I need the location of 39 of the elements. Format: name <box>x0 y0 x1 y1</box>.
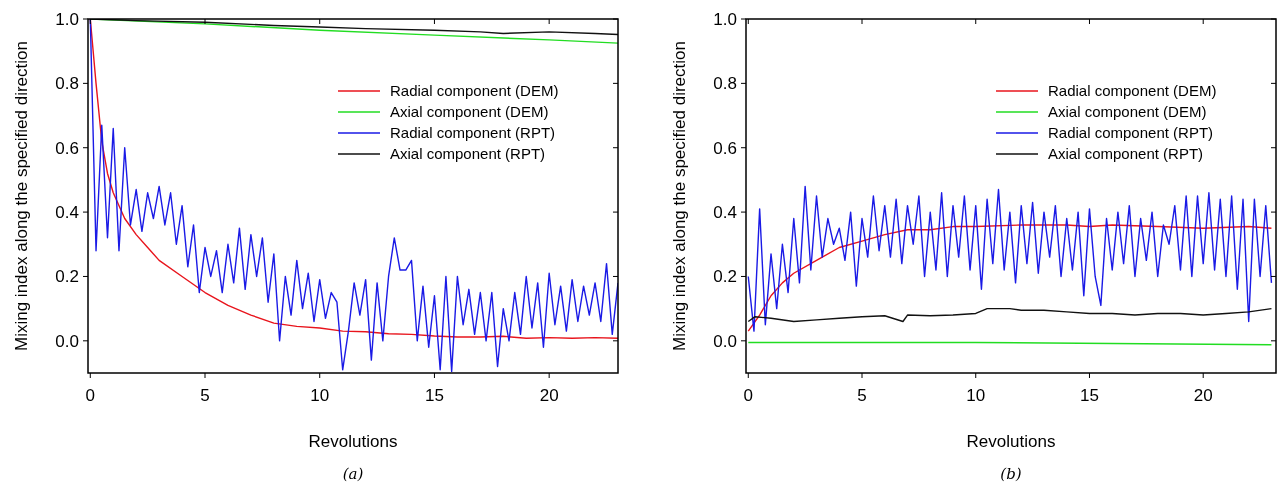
x-tick-label: 0 <box>85 386 96 405</box>
y-tick-label: 1.0 <box>713 9 737 29</box>
y-axis-title: Mixing index along the specified direction <box>670 41 689 351</box>
x-tick-label: 5 <box>857 386 867 405</box>
legend-label: Axial component (RPT) <box>1048 145 1204 163</box>
y-tick-label: 0.6 <box>713 138 737 158</box>
y-tick-label: 0.4 <box>55 203 79 223</box>
text: (b) <box>1000 465 1022 483</box>
line-series <box>747 307 1273 323</box>
legend-label: Axial component (RPT) <box>390 145 546 163</box>
x-tick-label: 0 <box>743 386 754 405</box>
x-tick-label: 10 <box>966 386 986 405</box>
y-tick-label: 1.0 <box>55 9 79 29</box>
y-tick-label: 0.4 <box>713 203 737 223</box>
y-tick-label: 0.2 <box>55 267 79 287</box>
line-series <box>747 185 1273 332</box>
x-tick-label: 20 <box>1193 386 1213 405</box>
legend-label: Radial component (DEM) <box>1048 82 1217 100</box>
y-tick-label: 0.8 <box>713 74 737 94</box>
text: (a) <box>342 465 364 483</box>
x-tick-label: 5 <box>200 386 210 405</box>
x-tick-label: 15 <box>1080 386 1099 405</box>
legend-label: Radial component (RPT) <box>1048 124 1214 142</box>
x-axis-title: Revolutions <box>308 432 398 451</box>
y-axis-title: Mixing index along the specified direction <box>12 41 31 351</box>
legend-label: Radial component (DEM) <box>390 82 559 100</box>
x-tick-label: 20 <box>539 386 559 405</box>
y-tick-label: 0.2 <box>713 267 737 287</box>
x-tick-label: 15 <box>424 386 444 405</box>
x-axis-title: Revolutions <box>966 432 1056 451</box>
legend-label: Axial component (DEM) <box>1048 103 1207 121</box>
y-tick-label: 0.6 <box>55 138 79 158</box>
line-series <box>747 224 1273 332</box>
x-tick-label: 10 <box>310 386 330 405</box>
legend-label: Axial component (DEM) <box>390 103 549 121</box>
y-tick-label: 0.0 <box>55 331 79 351</box>
y-tick-label: 0.0 <box>713 331 737 351</box>
legend-label: Radial component (RPT) <box>390 124 556 142</box>
y-tick-label: 0.8 <box>55 74 79 94</box>
